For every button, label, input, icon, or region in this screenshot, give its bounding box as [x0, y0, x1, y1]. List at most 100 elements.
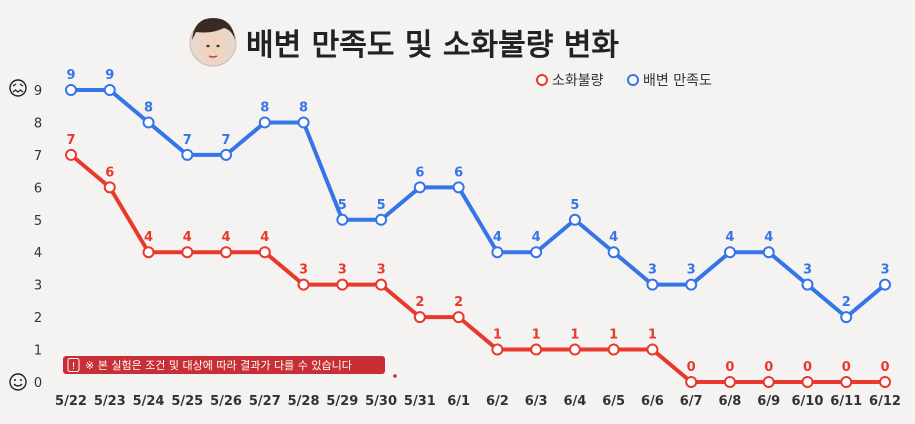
point-indigestion [568, 343, 581, 356]
data-label-satisfaction: 6 [415, 165, 424, 180]
y-tick-label: 0 [34, 376, 42, 391]
point-indigestion [258, 246, 271, 259]
series-lines [69, 88, 887, 384]
data-label-indigestion: 1 [493, 328, 502, 343]
point-indigestion [840, 376, 853, 388]
data-label-indigestion: 0 [725, 360, 734, 375]
point-satisfaction [413, 181, 426, 194]
data-label-indigestion: 0 [687, 360, 696, 375]
warning-icon: ! [67, 358, 80, 372]
disclaimer-note: ! ※ 본 실험은 조건 및 대상에 따라 결과가 다를 수 있습니다 [63, 356, 385, 374]
point-satisfaction [607, 246, 620, 259]
x-tick-label: 5/27 [249, 394, 281, 409]
y-tick-label: 1 [34, 344, 42, 359]
point-satisfaction [840, 311, 853, 324]
point-indigestion [452, 311, 465, 324]
data-label-satisfaction: 3 [880, 263, 889, 278]
x-tick-label: 5/25 [171, 394, 203, 409]
y-tick-label: 7 [34, 149, 42, 164]
point-indigestion [762, 376, 775, 388]
legend-marker-satisfaction [627, 74, 639, 86]
x-tick-label: 6/9 [757, 394, 780, 409]
disclaimer-text: ※ 본 실험은 조건 및 대상에 따라 결과가 다를 수 있습니다 [85, 359, 352, 372]
data-label-indigestion: 3 [299, 263, 308, 278]
series-points [65, 84, 891, 388]
point-satisfaction [181, 148, 194, 161]
x-tick-label: 6/11 [830, 394, 862, 409]
data-label-satisfaction: 3 [687, 263, 696, 278]
x-tick-label: 5/22 [55, 394, 87, 409]
x-tick-label: 5/26 [210, 394, 242, 409]
data-label-satisfaction: 3 [803, 263, 812, 278]
data-label-indigestion: 0 [764, 360, 773, 375]
point-indigestion [413, 311, 426, 324]
data-label-satisfaction: 5 [338, 198, 347, 213]
data-label-indigestion: 6 [105, 165, 114, 180]
x-tick-label: 6/5 [602, 394, 625, 409]
x-tick-label: 5/30 [365, 394, 397, 409]
data-label-indigestion: 0 [880, 360, 889, 375]
point-satisfaction [65, 84, 77, 96]
point-satisfaction [336, 213, 349, 226]
data-label-satisfaction: 5 [377, 198, 386, 213]
data-label-satisfaction: 9 [66, 68, 75, 83]
data-label-indigestion: 7 [66, 133, 75, 148]
point-satisfaction [258, 116, 271, 129]
point-satisfaction [879, 278, 891, 291]
data-label-indigestion: 2 [415, 295, 424, 310]
data-label-indigestion: 2 [454, 295, 463, 310]
chart-title: 배변 만족도 및 소화불량 변화 [246, 28, 619, 63]
data-label-indigestion: 4 [260, 230, 269, 245]
data-label-satisfaction: 7 [222, 133, 231, 148]
data-label-satisfaction: 4 [609, 230, 618, 245]
x-tick-label: 5/28 [288, 394, 320, 409]
point-satisfaction [762, 246, 775, 259]
x-tick-label: 5/31 [404, 394, 436, 409]
data-label-satisfaction: 9 [105, 68, 114, 83]
data-label-satisfaction: 8 [260, 100, 269, 115]
disclaimer-background [63, 356, 385, 374]
point-indigestion [142, 246, 155, 259]
point-indigestion [491, 343, 504, 356]
data-label-indigestion: 4 [183, 230, 192, 245]
data-label-satisfaction: 8 [144, 100, 153, 115]
data-label-satisfaction: 5 [570, 198, 579, 213]
x-tick-label: 6/3 [525, 394, 548, 409]
data-label-satisfaction: 4 [532, 230, 541, 245]
point-indigestion [646, 343, 659, 356]
point-indigestion [801, 376, 814, 388]
smiley-face-icon [9, 373, 27, 391]
point-indigestion [181, 246, 194, 259]
data-label-satisfaction: 4 [493, 230, 502, 245]
point-indigestion [65, 148, 77, 161]
y-tick-label: 9 [34, 84, 42, 99]
point-satisfaction [685, 278, 698, 291]
point-satisfaction [801, 278, 814, 291]
point-satisfaction [220, 148, 233, 161]
data-label-indigestion: 1 [532, 328, 541, 343]
point-indigestion [607, 343, 620, 356]
x-tick-label: 5/29 [326, 394, 358, 409]
point-indigestion [375, 278, 388, 291]
x-tick-label: 5/23 [94, 394, 126, 409]
y-tick-label: 2 [34, 311, 42, 326]
x-tick-label: 5/24 [133, 394, 165, 409]
data-label-indigestion: 1 [648, 328, 657, 343]
point-indigestion [220, 246, 233, 259]
point-indigestion [685, 376, 698, 388]
legend-marker-indigestion [536, 74, 548, 86]
point-satisfaction [568, 213, 581, 226]
point-satisfaction [491, 246, 504, 259]
point-satisfaction [646, 278, 659, 291]
data-label-indigestion: 3 [377, 263, 386, 278]
data-label-satisfaction: 6 [454, 165, 463, 180]
point-satisfaction [297, 116, 310, 129]
legend-label-indigestion: 소화불량 [552, 73, 604, 89]
data-label-satisfaction: 2 [842, 295, 851, 310]
legend: 소화불량 배변 만족도 [536, 73, 712, 89]
data-label-indigestion: 0 [803, 360, 812, 375]
x-axis-ticks: 5/22 5/23 5/24 5/25 5/26 5/27 5/28 5/29 5/30 5/31… [55, 394, 901, 409]
data-label-indigestion: 4 [144, 230, 153, 245]
point-satisfaction [375, 213, 388, 226]
